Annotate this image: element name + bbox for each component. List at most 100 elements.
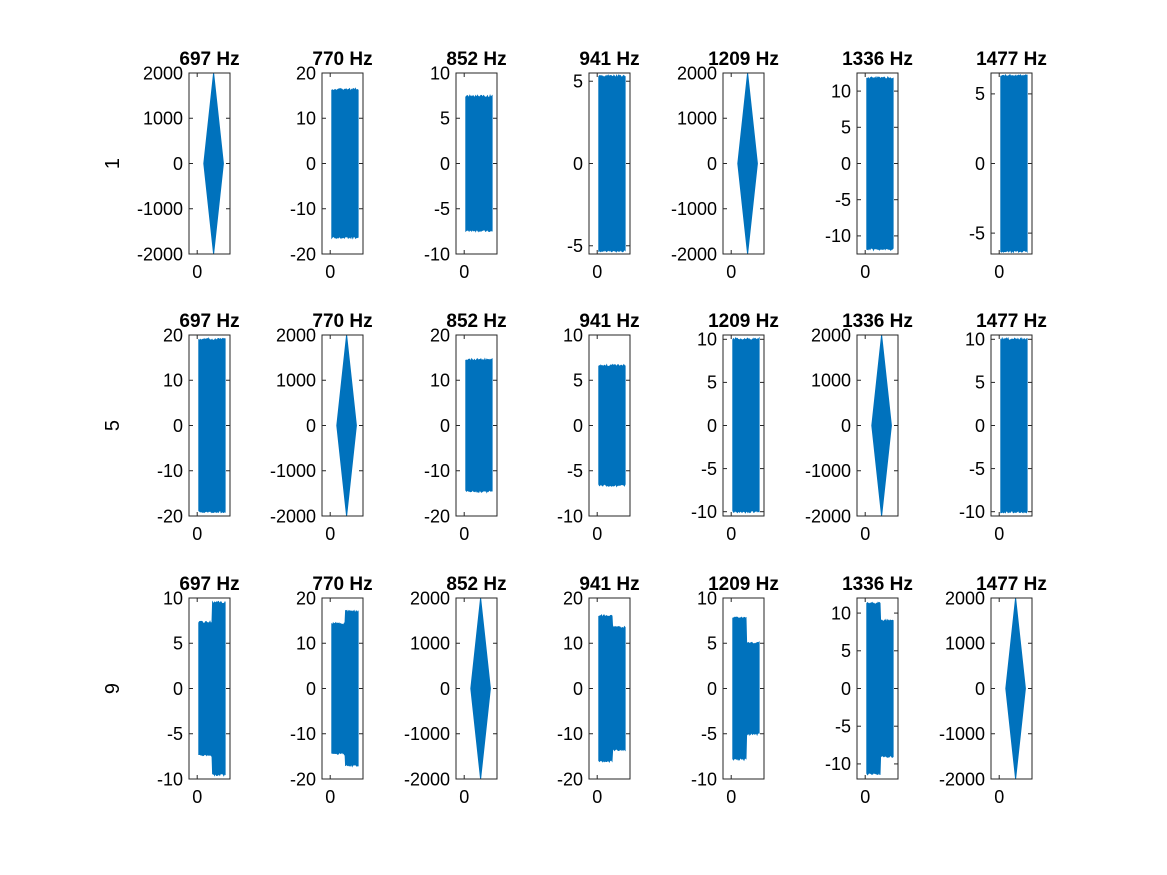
- signal-envelope: [598, 613, 626, 764]
- y-tick-label: 20: [296, 588, 316, 608]
- y-tick-label: 0: [440, 154, 450, 174]
- signal-envelope: [1005, 597, 1026, 780]
- x-tick-label: 0: [592, 262, 602, 282]
- y-tick-label: -5: [835, 190, 851, 210]
- y-tick-label: 0: [975, 154, 985, 174]
- y-tick-label: 2000: [276, 325, 316, 345]
- y-tick-label: 5: [173, 634, 183, 654]
- y-tick-label: 5: [573, 371, 583, 391]
- subplot-panel: -20 -10 0 10 20 0 852 Hz: [424, 311, 507, 544]
- y-tick-label: 0: [841, 679, 851, 699]
- x-tick-label: 0: [192, 787, 202, 807]
- y-tick-label: 5: [841, 118, 851, 138]
- subplot-title: 941 Hz: [579, 49, 639, 70]
- y-tick-label: -2000: [270, 506, 316, 526]
- x-tick-label: 0: [459, 524, 469, 544]
- y-tick-label: -10: [691, 769, 717, 789]
- signal-envelope: [336, 334, 357, 517]
- y-tick-label: -10: [157, 461, 183, 481]
- subplot-title: 770 Hz: [312, 49, 372, 70]
- y-tick-label: -1000: [805, 461, 851, 481]
- y-tick-label: 2000: [945, 588, 985, 608]
- y-tick-label: -5: [567, 236, 583, 256]
- y-tick-label: -5: [567, 461, 583, 481]
- subplot-panel: -5 0 5 0 1477 Hz: [969, 49, 1047, 282]
- y-tick-label: -5: [701, 459, 717, 479]
- x-tick-label: 0: [459, 262, 469, 282]
- subplot-title: 1336 Hz: [842, 49, 913, 70]
- y-tick-label: 0: [173, 154, 183, 174]
- signal-envelope: [465, 93, 493, 233]
- subplot-panel: -2000 -1000 0 1000 2000 0 1477 Hz: [939, 574, 1047, 807]
- y-tick-label: -10: [557, 506, 583, 526]
- subplot-panel: -10 -5 0 5 10 0 941 Hz: [557, 311, 640, 544]
- subplot-panel: -20 -10 0 10 20 0 770 Hz: [290, 574, 373, 807]
- y-tick-label: -5: [167, 724, 183, 744]
- y-tick-label: -10: [290, 724, 316, 744]
- x-tick-label: 0: [994, 524, 1004, 544]
- subplot-title: 1209 Hz: [708, 574, 779, 595]
- subplot-panel: -2000 -1000 0 1000 2000 0 697 Hz: [137, 49, 240, 282]
- y-tick-label: -5: [969, 459, 985, 479]
- x-tick-label: 0: [592, 524, 602, 544]
- y-tick-label: 0: [707, 154, 717, 174]
- y-tick-label: -1000: [671, 199, 717, 219]
- y-tick-label: 0: [306, 679, 316, 699]
- signal-envelope: [737, 72, 758, 255]
- y-tick-label: -2000: [137, 244, 183, 264]
- signal-envelope: [470, 597, 491, 780]
- subplot-panel: -5 0 5 0 941 Hz: [567, 49, 640, 282]
- y-tick-label: -2000: [805, 506, 851, 526]
- y-tick-label: 20: [163, 325, 183, 345]
- x-tick-label: 0: [325, 262, 335, 282]
- y-tick-label: 10: [296, 109, 316, 129]
- y-tick-label: -20: [157, 506, 183, 526]
- subplot-title: 1209 Hz: [708, 311, 779, 332]
- y-tick-label: -10: [557, 724, 583, 744]
- y-tick-label: -5: [434, 199, 450, 219]
- y-tick-label: -2000: [404, 769, 450, 789]
- signal-envelope: [598, 363, 626, 488]
- subplot-title: 770 Hz: [312, 574, 372, 595]
- y-tick-label: 2000: [410, 588, 450, 608]
- y-tick-label: 20: [296, 63, 316, 83]
- subplot-title: 697 Hz: [179, 311, 239, 332]
- subplot-title: 852 Hz: [446, 49, 506, 70]
- y-tick-label: 10: [965, 330, 985, 350]
- y-tick-label: 20: [430, 325, 450, 345]
- subplot-panel: -10 -5 0 5 10 0 1209 Hz: [691, 574, 779, 807]
- row-ylabel: 9: [102, 683, 124, 694]
- y-tick-label: 0: [975, 416, 985, 436]
- x-tick-label: 0: [592, 787, 602, 807]
- x-tick-label: 0: [994, 262, 1004, 282]
- y-tick-label: -10: [157, 769, 183, 789]
- subplot-panel: -2000 -1000 0 1000 2000 0 770 Hz: [270, 311, 373, 544]
- y-tick-label: -20: [290, 769, 316, 789]
- y-tick-label: 1000: [811, 371, 851, 391]
- x-tick-label: 0: [459, 787, 469, 807]
- y-tick-label: -1000: [939, 724, 985, 744]
- y-tick-label: 0: [707, 416, 717, 436]
- subplot-panel: -10 -5 0 5 10 0 1477 Hz: [959, 311, 1047, 544]
- y-tick-label: -20: [290, 244, 316, 264]
- y-tick-label: 5: [440, 109, 450, 129]
- y-tick-label: 0: [841, 154, 851, 174]
- y-tick-label: -1000: [137, 199, 183, 219]
- y-tick-label: 5: [707, 373, 717, 393]
- subplot-title: 1477 Hz: [976, 311, 1047, 332]
- y-tick-label: -20: [557, 769, 583, 789]
- y-tick-label: 10: [163, 588, 183, 608]
- y-tick-label: 0: [841, 416, 851, 436]
- y-tick-label: -20: [424, 506, 450, 526]
- y-tick-label: -5: [701, 724, 717, 744]
- subplot-title: 697 Hz: [179, 49, 239, 70]
- signal-envelope: [598, 73, 626, 253]
- signal-envelope: [866, 75, 894, 252]
- y-tick-label: 1000: [276, 371, 316, 391]
- x-tick-label: 0: [860, 787, 870, 807]
- y-tick-label: 10: [163, 371, 183, 391]
- subplot-title: 1336 Hz: [842, 311, 913, 332]
